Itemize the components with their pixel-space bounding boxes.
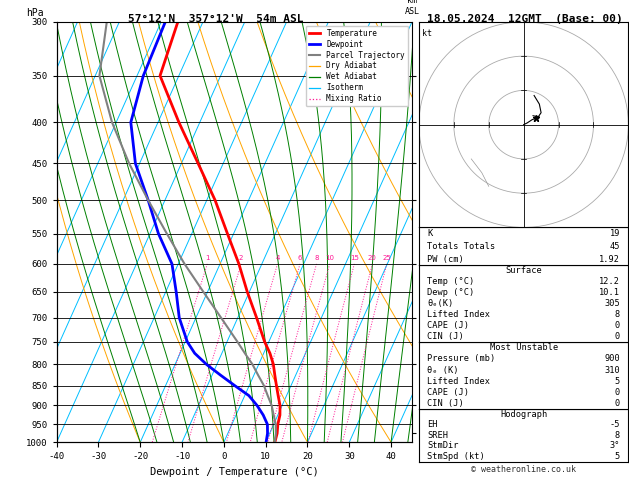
Text: Hodograph: Hodograph xyxy=(500,410,547,419)
Text: 0: 0 xyxy=(615,388,620,397)
Text: 10: 10 xyxy=(325,255,334,260)
Text: 25: 25 xyxy=(382,255,391,260)
Text: 8: 8 xyxy=(615,310,620,319)
Text: Lifted Index: Lifted Index xyxy=(427,377,490,386)
Text: 1: 1 xyxy=(205,255,209,260)
Y-axis label: Mixing Ratio (g/kg): Mixing Ratio (g/kg) xyxy=(440,176,450,288)
Text: CIN (J): CIN (J) xyxy=(427,399,464,408)
Text: θₑ (K): θₑ (K) xyxy=(427,365,459,375)
Text: Totals Totals: Totals Totals xyxy=(427,242,496,251)
Text: 57°12'N  357°12'W  54m ASL: 57°12'N 357°12'W 54m ASL xyxy=(128,14,303,24)
Text: 10.1: 10.1 xyxy=(599,288,620,297)
Text: -5: -5 xyxy=(610,420,620,430)
Text: 5: 5 xyxy=(615,452,620,461)
Text: 12.2: 12.2 xyxy=(599,278,620,286)
Text: 3°: 3° xyxy=(610,441,620,451)
Text: 8: 8 xyxy=(615,431,620,440)
Text: Temp (°C): Temp (°C) xyxy=(427,278,474,286)
Text: 1.92: 1.92 xyxy=(599,255,620,263)
Text: 900: 900 xyxy=(604,354,620,364)
Text: CAPE (J): CAPE (J) xyxy=(427,321,469,330)
Text: 5: 5 xyxy=(615,377,620,386)
Text: Lifted Index: Lifted Index xyxy=(427,310,490,319)
Text: 4: 4 xyxy=(276,255,280,260)
Text: © weatheronline.co.uk: © weatheronline.co.uk xyxy=(471,465,576,474)
Text: 15: 15 xyxy=(350,255,359,260)
Text: kt: kt xyxy=(423,29,432,38)
Text: EH: EH xyxy=(427,420,438,430)
Text: 310: 310 xyxy=(604,365,620,375)
Text: hPa: hPa xyxy=(26,8,44,17)
Text: K: K xyxy=(427,229,433,238)
Text: 0: 0 xyxy=(615,332,620,341)
Text: 0: 0 xyxy=(615,399,620,408)
Text: CIN (J): CIN (J) xyxy=(427,332,464,341)
Text: Dewp (°C): Dewp (°C) xyxy=(427,288,474,297)
Text: Surface: Surface xyxy=(505,266,542,276)
Text: 8: 8 xyxy=(314,255,319,260)
Text: PW (cm): PW (cm) xyxy=(427,255,464,263)
Text: Most Unstable: Most Unstable xyxy=(489,343,558,352)
Text: CAPE (J): CAPE (J) xyxy=(427,388,469,397)
Text: SREH: SREH xyxy=(427,431,448,440)
Text: 20: 20 xyxy=(368,255,377,260)
Text: StmSpd (kt): StmSpd (kt) xyxy=(427,452,485,461)
X-axis label: Dewpoint / Temperature (°C): Dewpoint / Temperature (°C) xyxy=(150,467,319,477)
Text: θₑ(K): θₑ(K) xyxy=(427,299,454,308)
Text: 19: 19 xyxy=(610,229,620,238)
Text: StmDir: StmDir xyxy=(427,441,459,451)
Text: 305: 305 xyxy=(604,299,620,308)
Text: km
ASL: km ASL xyxy=(404,0,420,16)
Legend: Temperature, Dewpoint, Parcel Trajectory, Dry Adiabat, Wet Adiabat, Isotherm, Mi: Temperature, Dewpoint, Parcel Trajectory… xyxy=(306,26,408,106)
Text: 45: 45 xyxy=(610,242,620,251)
Text: 6: 6 xyxy=(298,255,303,260)
Text: 2: 2 xyxy=(239,255,243,260)
Text: 18.05.2024  12GMT  (Base: 00): 18.05.2024 12GMT (Base: 00) xyxy=(427,14,623,24)
Text: 0: 0 xyxy=(615,321,620,330)
Text: Pressure (mb): Pressure (mb) xyxy=(427,354,496,364)
